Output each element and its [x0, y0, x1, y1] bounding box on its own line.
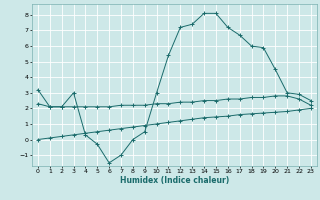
X-axis label: Humidex (Indice chaleur): Humidex (Indice chaleur) [120, 176, 229, 185]
